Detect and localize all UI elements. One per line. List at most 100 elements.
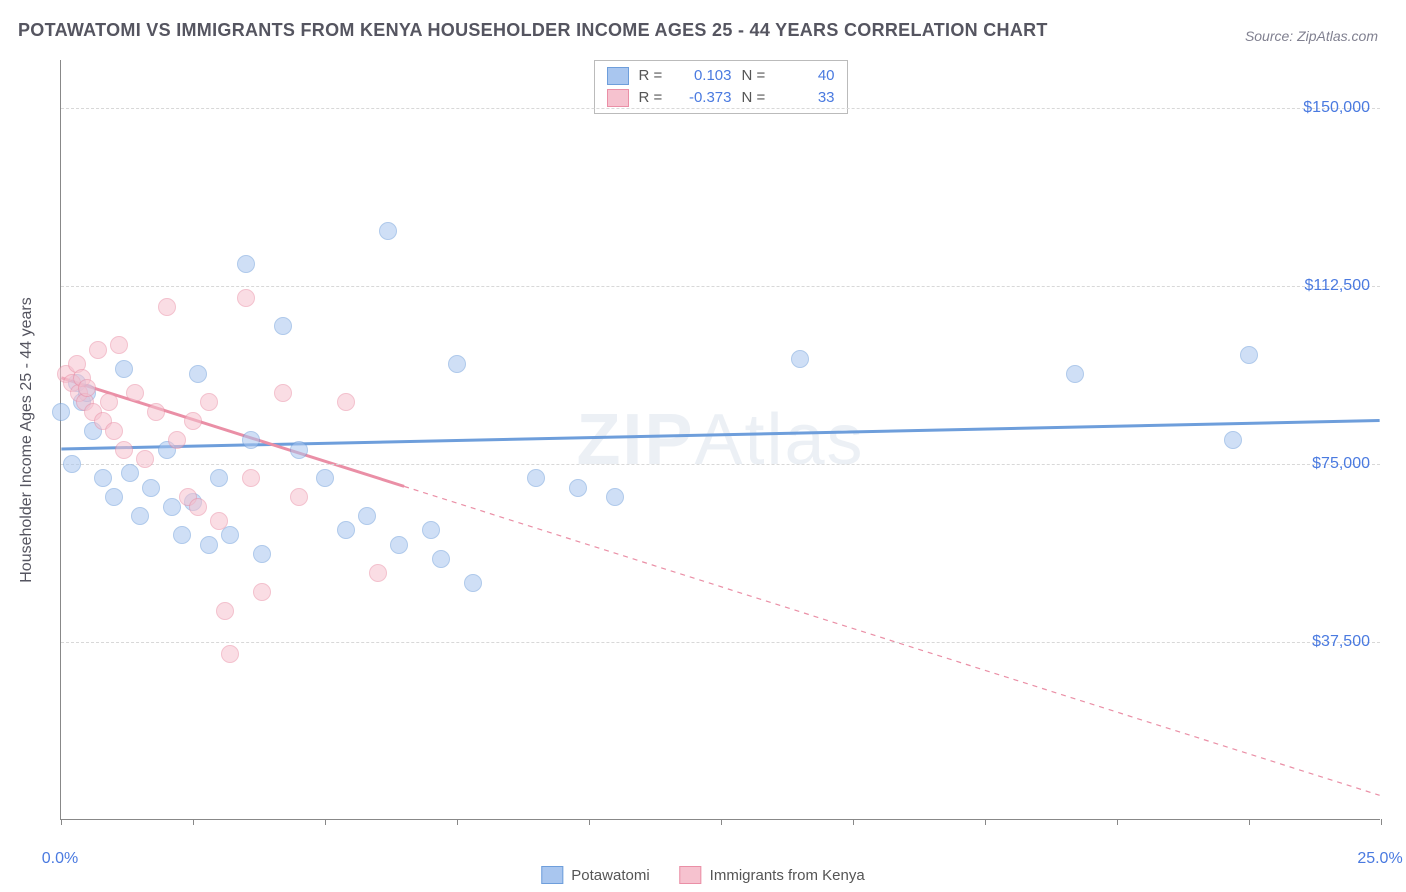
legend: Potawatomi Immigrants from Kenya bbox=[541, 866, 864, 884]
x-tick bbox=[985, 819, 986, 825]
plot-area: ZIPAtlas R = 0.103 N = 40 R = -0.373 N =… bbox=[60, 60, 1380, 820]
stats-row-series1: R = 0.103 N = 40 bbox=[607, 65, 835, 87]
legend-item-series1: Potawatomi bbox=[541, 866, 649, 884]
data-point bbox=[89, 341, 107, 359]
gridline bbox=[61, 286, 1380, 287]
legend-swatch-1 bbox=[541, 866, 563, 884]
data-point bbox=[100, 393, 118, 411]
data-point bbox=[158, 298, 176, 316]
data-point bbox=[121, 464, 139, 482]
n-label-2: N = bbox=[742, 87, 770, 109]
data-point bbox=[94, 469, 112, 487]
correlation-stats-box: R = 0.103 N = 40 R = -0.373 N = 33 bbox=[594, 60, 848, 114]
data-point bbox=[200, 536, 218, 554]
data-point bbox=[569, 479, 587, 497]
data-point bbox=[1240, 346, 1258, 364]
data-point bbox=[168, 431, 186, 449]
r-label-1: R = bbox=[639, 65, 667, 87]
data-point bbox=[105, 488, 123, 506]
x-tick bbox=[1381, 819, 1382, 825]
data-point bbox=[189, 498, 207, 516]
data-point bbox=[1224, 431, 1242, 449]
data-point bbox=[131, 507, 149, 525]
n-value-2: 33 bbox=[780, 87, 835, 109]
data-point bbox=[606, 488, 624, 506]
data-point bbox=[210, 512, 228, 530]
x-tick bbox=[457, 819, 458, 825]
data-point bbox=[253, 583, 271, 601]
data-point bbox=[316, 469, 334, 487]
y-axis-label: Householder Income Ages 25 - 44 years bbox=[18, 297, 36, 583]
data-point bbox=[379, 222, 397, 240]
data-point bbox=[242, 469, 260, 487]
data-point bbox=[110, 336, 128, 354]
y-tick-label: $75,000 bbox=[1312, 455, 1370, 473]
gridline bbox=[61, 108, 1380, 109]
data-point bbox=[369, 564, 387, 582]
x-tick bbox=[721, 819, 722, 825]
data-point bbox=[142, 479, 160, 497]
data-point bbox=[200, 393, 218, 411]
y-tick-label: $37,500 bbox=[1312, 633, 1370, 651]
n-label-1: N = bbox=[742, 65, 770, 87]
data-point bbox=[337, 393, 355, 411]
data-point bbox=[189, 365, 207, 383]
data-point bbox=[432, 550, 450, 568]
n-value-1: 40 bbox=[780, 65, 835, 87]
swatch-series2 bbox=[607, 89, 629, 107]
data-point bbox=[274, 384, 292, 402]
x-tick-label: 0.0% bbox=[42, 850, 78, 868]
swatch-series1 bbox=[607, 67, 629, 85]
data-point bbox=[184, 412, 202, 430]
watermark: ZIPAtlas bbox=[576, 399, 864, 481]
y-tick-label: $150,000 bbox=[1303, 99, 1370, 117]
data-point bbox=[221, 645, 239, 663]
data-point bbox=[274, 317, 292, 335]
x-tick bbox=[1249, 819, 1250, 825]
data-point bbox=[464, 574, 482, 592]
data-point bbox=[105, 422, 123, 440]
data-point bbox=[147, 403, 165, 421]
data-point bbox=[173, 526, 191, 544]
data-point bbox=[390, 536, 408, 554]
data-point bbox=[78, 379, 96, 397]
data-point bbox=[221, 526, 239, 544]
legend-label-1: Potawatomi bbox=[571, 867, 649, 884]
data-point bbox=[216, 602, 234, 620]
y-tick-label: $112,500 bbox=[1304, 277, 1370, 295]
data-point bbox=[126, 384, 144, 402]
data-point bbox=[290, 441, 308, 459]
data-point bbox=[290, 488, 308, 506]
data-point bbox=[210, 469, 228, 487]
x-tick bbox=[325, 819, 326, 825]
gridline bbox=[61, 464, 1380, 465]
x-tick bbox=[1117, 819, 1118, 825]
x-tick bbox=[853, 819, 854, 825]
data-point bbox=[242, 431, 260, 449]
data-point bbox=[63, 455, 81, 473]
data-point bbox=[337, 521, 355, 539]
data-point bbox=[52, 403, 70, 421]
stats-row-series2: R = -0.373 N = 33 bbox=[607, 87, 835, 109]
r-label-2: R = bbox=[639, 87, 667, 109]
data-point bbox=[237, 255, 255, 273]
data-point bbox=[136, 450, 154, 468]
x-tick bbox=[193, 819, 194, 825]
x-tick bbox=[61, 819, 62, 825]
source-label: Source: ZipAtlas.com bbox=[1245, 28, 1378, 44]
data-point bbox=[791, 350, 809, 368]
data-point bbox=[115, 441, 133, 459]
data-point bbox=[115, 360, 133, 378]
r-value-1: 0.103 bbox=[677, 65, 732, 87]
gridline bbox=[61, 642, 1380, 643]
data-point bbox=[1066, 365, 1084, 383]
legend-swatch-2 bbox=[680, 866, 702, 884]
data-point bbox=[253, 545, 271, 563]
x-tick-label: 25.0% bbox=[1357, 850, 1402, 868]
x-tick bbox=[589, 819, 590, 825]
data-point bbox=[358, 507, 376, 525]
legend-label-2: Immigrants from Kenya bbox=[710, 867, 865, 884]
r-value-2: -0.373 bbox=[677, 87, 732, 109]
chart-title: POTAWATOMI VS IMMIGRANTS FROM KENYA HOUS… bbox=[18, 20, 1048, 41]
legend-item-series2: Immigrants from Kenya bbox=[680, 866, 865, 884]
